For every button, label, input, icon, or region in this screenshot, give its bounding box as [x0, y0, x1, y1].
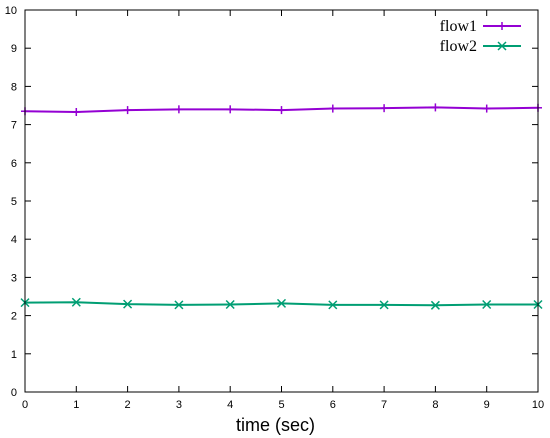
x-tick-label: 10 — [532, 399, 544, 411]
data-point — [430, 300, 440, 310]
data-point — [225, 299, 235, 310]
data-point — [123, 106, 132, 115]
x-tick-label: 9 — [484, 399, 490, 411]
legend-item: flow1 — [440, 18, 521, 35]
y-tick-label: 4 — [11, 234, 17, 246]
legend: flow1 flow2 — [440, 18, 521, 55]
data-point — [226, 105, 235, 114]
y-tick-label: 1 — [11, 349, 17, 361]
data-point — [379, 300, 389, 310]
data-point — [71, 297, 81, 307]
x-tick-label: 1 — [73, 399, 79, 411]
data-point — [72, 107, 81, 116]
data-point — [174, 300, 184, 310]
x-tick-label: 8 — [432, 399, 438, 411]
y-tick-label: 8 — [11, 81, 17, 93]
data-point — [380, 104, 389, 113]
data-point — [123, 299, 133, 309]
y-tick-label: 3 — [11, 272, 17, 284]
series-flow1 — [21, 103, 542, 116]
y-tick-label: 10 — [5, 5, 17, 17]
data-point — [482, 299, 492, 310]
x-axis-title: time (sec) — [236, 415, 315, 435]
data-point — [174, 105, 183, 114]
y-tick-label: 7 — [11, 120, 17, 132]
legend-label: flow1 — [440, 18, 477, 35]
data-point — [482, 104, 491, 113]
x-tick-label: 6 — [330, 399, 336, 411]
data-point — [277, 106, 286, 115]
data-point — [431, 103, 440, 112]
x-tick-label: 7 — [381, 399, 387, 411]
legend-marker — [498, 22, 506, 30]
x-tick-label: 5 — [278, 399, 284, 411]
x-tick-label: 3 — [176, 399, 182, 411]
x-axis: 0 1 2 3 4 5 6 7 8 9 10 — [22, 10, 544, 411]
x-tick-label: 4 — [227, 399, 233, 411]
plot-frame — [24, 9, 539, 393]
y-tick-label: 6 — [11, 158, 17, 170]
data-point — [328, 104, 337, 113]
legend-item: flow2 — [440, 38, 521, 55]
legend-marker — [497, 41, 507, 51]
series-flow2 — [20, 297, 543, 310]
data-point — [276, 298, 287, 308]
legend-label: flow2 — [440, 38, 477, 55]
y-axis: 0 1 2 3 4 5 6 7 8 9 10 — [5, 5, 538, 399]
y-tick-label: 2 — [11, 311, 17, 323]
x-tick-label: 0 — [22, 399, 28, 411]
y-tick-label: 5 — [11, 196, 17, 208]
series-layer — [20, 103, 543, 310]
x-tick-label: 2 — [125, 399, 131, 411]
y-tick-label: 0 — [11, 387, 17, 399]
data-point — [328, 300, 338, 310]
y-tick-label: 9 — [11, 43, 17, 55]
